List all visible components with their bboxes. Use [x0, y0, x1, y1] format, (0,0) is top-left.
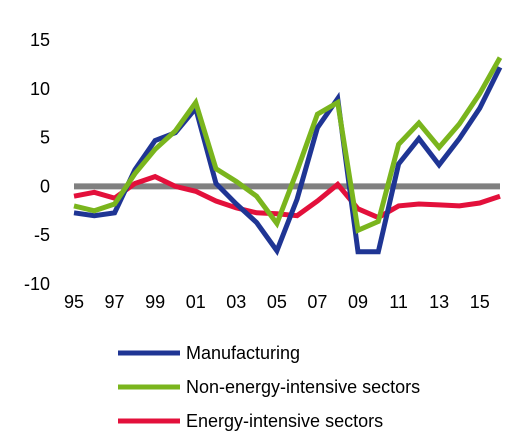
x-tick-label: 11 — [389, 292, 408, 312]
x-tick-label: 15 — [470, 292, 490, 312]
x-tick-label: 13 — [429, 292, 449, 312]
y-tick-label: 0 — [40, 176, 50, 196]
x-tick-label: 07 — [307, 292, 327, 312]
x-axis: 95 97 99 01 03 05 07 09 11 13 15 — [64, 292, 490, 312]
series-line-manufacturing — [73, 66, 503, 256]
legend-label: Non-energy-intensive sectors — [186, 377, 420, 397]
x-tick-label: 05 — [267, 292, 287, 312]
legend-label: Energy-intensive sectors — [186, 411, 383, 431]
y-tick-label: -5 — [34, 225, 50, 245]
y-tick-label: 5 — [40, 128, 50, 148]
x-tick-label: 97 — [105, 292, 125, 312]
y-tick-label: 15 — [30, 30, 50, 50]
x-tick-label: 01 — [186, 292, 206, 312]
x-tick-label: 09 — [348, 292, 368, 312]
legend-label: Manufacturing — [186, 343, 300, 363]
x-tick-label: 99 — [145, 292, 165, 312]
series-lines — [73, 56, 503, 256]
y-tick-label: -10 — [24, 274, 50, 294]
y-axis: -10 -5 0 5 10 15 — [24, 30, 50, 294]
series-line-non-energy-intensive-sectors — [73, 56, 503, 234]
series-line-energy-intensive-sectors — [73, 173, 501, 221]
x-tick-label: 95 — [64, 292, 84, 312]
y-tick-label: 10 — [30, 79, 50, 99]
x-tick-label: 03 — [226, 292, 246, 312]
legend: Manufacturing Non-energy-intensive sector… — [118, 343, 420, 431]
